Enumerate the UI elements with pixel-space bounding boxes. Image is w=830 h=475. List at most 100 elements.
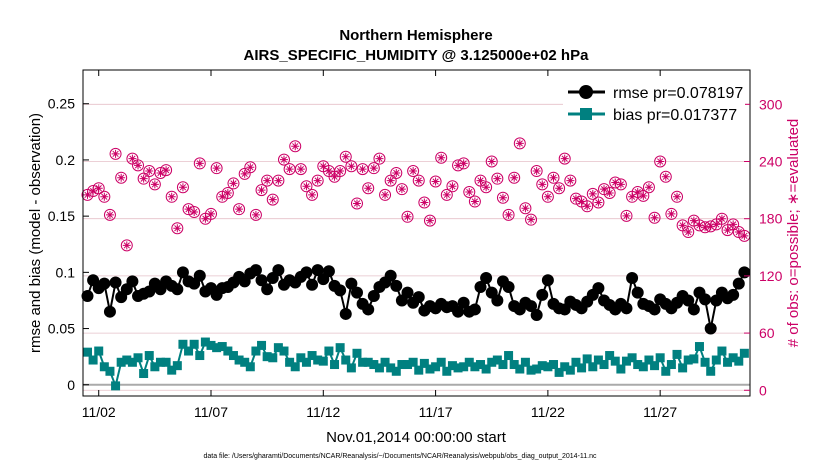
- obs-evaluated-asterisk: [156, 168, 165, 177]
- obs-marker: [334, 165, 347, 178]
- rmse-point: [412, 291, 425, 304]
- rmse-point: [530, 309, 543, 322]
- obs-evaluated-asterisk: [577, 197, 586, 206]
- obs-possible-circle: [581, 200, 594, 213]
- rmse-point: [255, 274, 268, 287]
- bias-point: [133, 353, 143, 363]
- obs-evaluated-asterisk: [515, 139, 524, 148]
- bias-point: [526, 365, 536, 375]
- bias-point: [504, 351, 514, 361]
- obs-possible-circle: [266, 193, 279, 206]
- obs-evaluated-asterisk: [145, 167, 154, 176]
- bias-point: [127, 357, 137, 367]
- obs-evaluated-asterisk: [150, 180, 159, 189]
- obs-evaluated-asterisk: [381, 190, 390, 199]
- bias-point: [565, 365, 575, 375]
- obs-evaluated-asterisk: [543, 192, 552, 201]
- legend: rmse pr=0.078197 bias pr=0.017377: [563, 78, 745, 126]
- obs-evaluated-asterisk: [184, 205, 193, 214]
- obs-possible-circle: [300, 180, 313, 193]
- obs-evaluated-asterisk: [487, 157, 496, 166]
- obs-possible-circle: [148, 178, 161, 191]
- obs-marker: [143, 165, 156, 178]
- obs-possible-circle: [160, 164, 173, 177]
- obs-evaluated-asterisk: [358, 165, 367, 174]
- obs-marker: [210, 162, 223, 175]
- bias-point: [408, 357, 418, 367]
- bias-point: [122, 355, 132, 365]
- obs-evaluated-asterisk: [207, 209, 216, 218]
- bias-point: [301, 357, 311, 367]
- rmse-point: [339, 307, 352, 320]
- rmse-point: [687, 303, 700, 316]
- obs-evaluated-asterisk: [684, 228, 693, 237]
- obs-evaluated-asterisk: [409, 167, 418, 176]
- obs-possible-circle: [648, 211, 661, 224]
- plot-frame: [82, 69, 751, 397]
- x-tick-label: 11/17: [419, 404, 453, 420]
- obs-evaluated-asterisk: [330, 172, 339, 181]
- obs-evaluated-asterisk: [195, 159, 204, 168]
- obs-possible-circle: [233, 203, 246, 216]
- obs-marker: [345, 160, 358, 173]
- rmse-point: [648, 303, 661, 316]
- bias-point: [200, 337, 210, 347]
- obs-marker: [715, 212, 728, 225]
- obs-possible-circle: [446, 180, 459, 193]
- obs-marker: [671, 190, 684, 203]
- bias-point: [217, 342, 227, 352]
- obs-possible-circle: [221, 186, 234, 199]
- obs-marker: [384, 174, 397, 187]
- obs-evaluated-asterisk: [89, 187, 98, 196]
- bias-point: [689, 354, 699, 364]
- rmse-point: [620, 302, 633, 315]
- rmse-point: [682, 294, 695, 307]
- obs-possible-circle: [586, 187, 599, 200]
- obs-evaluated-asterisk: [347, 162, 356, 171]
- obs-evaluated-asterisk: [403, 212, 412, 221]
- bias-point: [212, 343, 222, 353]
- obs-evaluated-asterisk: [678, 221, 687, 230]
- obs-evaluated-asterisk: [639, 191, 648, 200]
- bias-point: [700, 357, 710, 367]
- obs-evaluated-asterisk: [644, 183, 653, 192]
- obs-evaluated-asterisk: [100, 192, 109, 201]
- obs-evaluated-asterisk: [622, 211, 631, 220]
- obs-possible-circle: [671, 190, 684, 203]
- obs-marker: [233, 203, 246, 216]
- rmse-point: [452, 305, 465, 318]
- obs-marker: [620, 209, 633, 222]
- obs-evaluated-asterisk: [178, 183, 187, 192]
- bias-point: [425, 364, 435, 374]
- rmse-point: [525, 300, 538, 313]
- x-axis-label: Nov.01,2014 00:00:00 start: [326, 429, 507, 446]
- bias-point: [554, 367, 564, 377]
- y-tick-label: 0.05: [48, 321, 75, 337]
- obs-possible-circle: [480, 181, 493, 194]
- bias-point: [498, 360, 508, 370]
- obs-marker: [648, 211, 661, 224]
- obs-possible-circle: [418, 196, 431, 209]
- obs-evaluated-asterisk: [442, 190, 451, 199]
- obs-marker: [176, 181, 189, 194]
- obs-evaluated-asterisk: [279, 155, 288, 164]
- obs-possible-circle: [132, 159, 145, 172]
- obs-marker: [637, 189, 650, 202]
- obs-evaluated-asterisk: [571, 194, 580, 203]
- obs-evaluated-asterisk: [689, 216, 698, 225]
- obs-marker: [423, 214, 436, 227]
- obs-possible-circle: [407, 165, 420, 178]
- obs-evaluated-asterisk: [459, 159, 468, 168]
- bias-point: [492, 355, 502, 365]
- obs-possible-circle: [564, 174, 577, 187]
- obs-evaluated-asterisk: [498, 193, 507, 202]
- obs-marker: [603, 186, 616, 199]
- y-tick-label: 0.15: [48, 208, 75, 224]
- bias-point: [638, 362, 648, 372]
- obs-evaluated-asterisk: [465, 188, 474, 197]
- bias-point: [650, 361, 660, 371]
- obs-possible-circle: [306, 188, 319, 201]
- obs-evaluated-asterisk: [263, 176, 272, 185]
- obs-possible-circle: [468, 195, 481, 208]
